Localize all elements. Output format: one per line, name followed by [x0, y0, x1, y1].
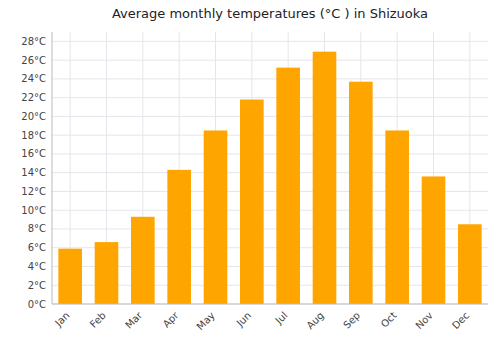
x-tick-label: Dec: [450, 310, 471, 331]
x-axis: [52, 304, 488, 305]
bars: [58, 52, 481, 304]
y-tick-label: 10°C: [21, 205, 46, 216]
y-tick-label: 12°C: [21, 186, 46, 197]
y-tick-label: 6°C: [28, 242, 46, 253]
grid-line: [52, 60, 488, 61]
bar: [276, 68, 300, 304]
x-tick-label: Jan: [52, 310, 71, 329]
y-tick-label: 8°C: [28, 223, 46, 234]
y-tick-label: 22°C: [21, 92, 46, 103]
grid-line: [52, 116, 488, 117]
y-tick-label: 18°C: [21, 130, 46, 141]
grid-line: [52, 41, 488, 42]
bar: [167, 170, 191, 304]
grid-line: [52, 135, 488, 136]
bar: [385, 130, 409, 304]
y-tick-label: 28°C: [21, 36, 46, 47]
bar: [58, 249, 82, 304]
y-tick-label: 2°C: [28, 280, 46, 291]
bar: [422, 176, 446, 304]
x-tick-label: Oct: [379, 310, 399, 330]
bar: [240, 100, 264, 304]
grid-line: [52, 78, 488, 79]
x-tick-label: Aug: [304, 310, 326, 332]
y-tick-label: 26°C: [21, 55, 46, 66]
bar: [95, 242, 119, 304]
x-tick-label: Jun: [234, 310, 254, 330]
y-tick-label: 14°C: [21, 167, 46, 178]
x-tick-label: May: [195, 310, 217, 332]
y-tick-label: 4°C: [28, 261, 46, 272]
grid: [52, 32, 488, 304]
bar: [131, 217, 155, 304]
y-axis: [52, 32, 53, 304]
x-tick-label: Mar: [123, 309, 145, 331]
grid-line: [52, 153, 488, 154]
x-tick-label: Sep: [341, 310, 362, 331]
grid-line: [52, 304, 488, 305]
bar: [313, 52, 337, 304]
y-tick-label: 20°C: [21, 111, 46, 122]
bar: [458, 224, 482, 304]
x-tick-label: Apr: [161, 309, 182, 330]
x-tick-label: Feb: [88, 310, 108, 330]
chart: Average monthly temperatures (°C ) in Sh…: [0, 0, 500, 350]
grid-line: [52, 97, 488, 98]
grid-line: [52, 172, 488, 173]
y-tick-label: 16°C: [21, 148, 46, 159]
bar: [204, 130, 228, 304]
bar: [349, 82, 373, 304]
y-tick-label: 0°C: [28, 299, 46, 310]
title: Average monthly temperatures (°C ) in Sh…: [112, 6, 428, 21]
y-tick-label: 24°C: [21, 73, 46, 84]
x-tick-label: Nov: [413, 310, 435, 332]
x-tick-label: Jul: [273, 310, 290, 327]
